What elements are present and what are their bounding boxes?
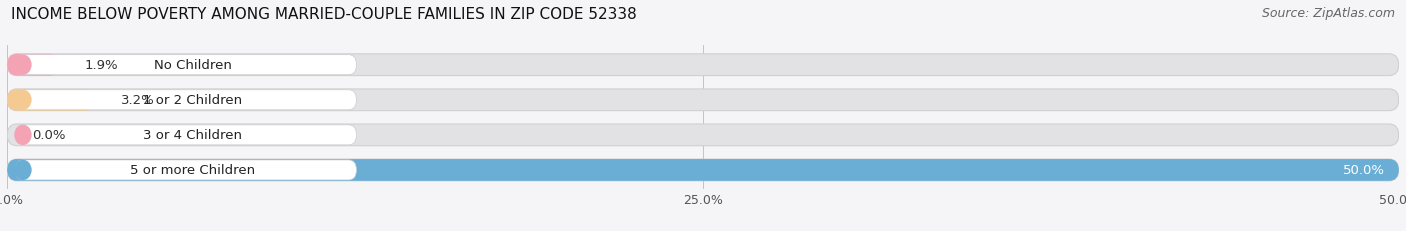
FancyBboxPatch shape <box>7 55 60 76</box>
FancyBboxPatch shape <box>15 55 356 75</box>
FancyBboxPatch shape <box>7 125 1399 146</box>
FancyBboxPatch shape <box>15 90 356 110</box>
FancyBboxPatch shape <box>7 55 1399 76</box>
Ellipse shape <box>14 160 32 180</box>
FancyBboxPatch shape <box>7 159 1399 181</box>
Ellipse shape <box>14 125 32 145</box>
Text: 3 or 4 Children: 3 or 4 Children <box>143 129 242 142</box>
Text: 0.0%: 0.0% <box>32 129 66 142</box>
Text: Source: ZipAtlas.com: Source: ZipAtlas.com <box>1261 7 1395 20</box>
Text: 50.0%: 50.0% <box>1343 164 1385 177</box>
Text: 5 or more Children: 5 or more Children <box>131 164 256 177</box>
Text: 1 or 2 Children: 1 or 2 Children <box>143 94 242 107</box>
FancyBboxPatch shape <box>7 159 1399 181</box>
Text: 1.9%: 1.9% <box>84 59 118 72</box>
Ellipse shape <box>14 90 32 110</box>
FancyBboxPatch shape <box>7 90 96 111</box>
FancyBboxPatch shape <box>7 90 1399 111</box>
FancyBboxPatch shape <box>15 160 356 180</box>
Text: 3.2%: 3.2% <box>121 94 155 107</box>
Text: INCOME BELOW POVERTY AMONG MARRIED-COUPLE FAMILIES IN ZIP CODE 52338: INCOME BELOW POVERTY AMONG MARRIED-COUPL… <box>11 7 637 22</box>
Text: No Children: No Children <box>153 59 232 72</box>
Ellipse shape <box>14 55 32 76</box>
FancyBboxPatch shape <box>15 125 356 145</box>
